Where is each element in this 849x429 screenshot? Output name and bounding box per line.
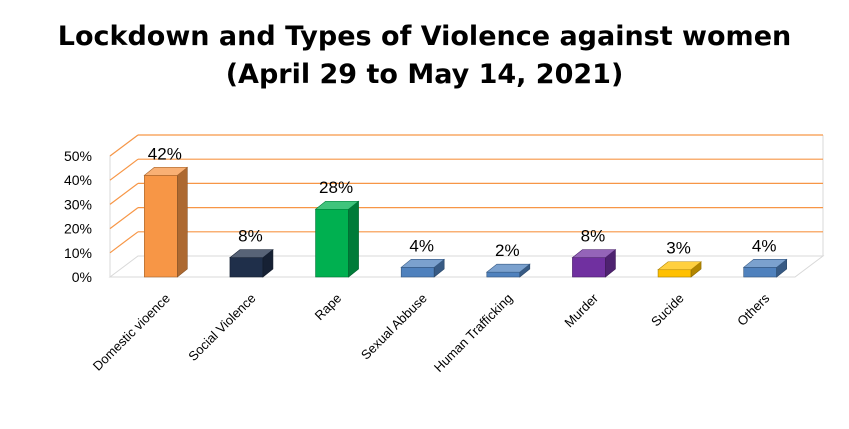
- bar-front: [743, 267, 777, 278]
- bar-top: [742, 259, 788, 268]
- bar: [571, 249, 617, 278]
- bar: [485, 263, 531, 278]
- data-label: 2%: [495, 241, 520, 260]
- gridline-side: [109, 231, 139, 254]
- x-tick-label: Sucide: [648, 291, 687, 330]
- gridline-side: [109, 182, 139, 205]
- bar-front: [229, 257, 264, 278]
- chart-title: Lockdown and Types of Violence against w…: [0, 18, 849, 94]
- bar: [742, 258, 788, 278]
- data-label: 4%: [752, 236, 777, 255]
- bar-front: [486, 271, 521, 278]
- chart-title-line-2: (April 29 to May 14, 2021): [225, 59, 624, 90]
- bar-top: [314, 200, 360, 210]
- bar-top: [485, 263, 531, 273]
- gridline-side: [109, 207, 139, 230]
- bar: [657, 261, 702, 278]
- bars: [143, 166, 788, 278]
- bar-top: [571, 249, 617, 258]
- gridlines: [109, 134, 823, 254]
- gridline-side: [109, 158, 139, 181]
- y-tick-label: 40%: [64, 172, 92, 188]
- x-tick-label: Rape: [312, 291, 345, 324]
- y-axis: 0% 10% 20% 30% 40% 50%: [64, 148, 92, 285]
- bar-top: [229, 249, 274, 258]
- bar-front: [315, 208, 349, 278]
- x-tick-label: Domestic vioence: [90, 291, 173, 374]
- bar-top: [400, 259, 446, 268]
- chart-title-line-1: Lockdown and Types of Violence against w…: [57, 21, 792, 52]
- bar-top: [143, 167, 189, 176]
- bar-front: [572, 257, 606, 278]
- y-tick-label: 0%: [72, 269, 92, 285]
- data-label: 3%: [666, 239, 691, 258]
- data-labels: 42% 8% 28% 4% 2% 8% 3% 4%: [148, 144, 777, 260]
- bar: [400, 258, 446, 278]
- x-tick-label: Others: [734, 290, 773, 329]
- chart-floor: [108, 255, 825, 278]
- chart-left-wall: [109, 134, 139, 277]
- bar: [314, 200, 360, 278]
- bar: [229, 249, 274, 278]
- data-label: 8%: [238, 227, 263, 246]
- y-tick-label: 50%: [64, 148, 92, 164]
- bar-front: [144, 175, 178, 278]
- data-label: 4%: [409, 236, 434, 255]
- y-tick-label: 10%: [64, 245, 92, 261]
- x-axis: Domestic vioence Social Violence Rape Sexua…: [90, 290, 773, 375]
- bar-side: [177, 166, 188, 278]
- y-tick-label: 30%: [64, 196, 92, 212]
- bar-front: [657, 269, 692, 278]
- x-tick-label: Murder: [561, 290, 601, 330]
- y-tick-label: 20%: [64, 221, 92, 237]
- x-tick-label: Sexual Abbuse: [358, 291, 430, 363]
- x-tick-label: Social Violence: [185, 291, 258, 364]
- bar-top: [657, 261, 702, 271]
- data-label: 42%: [148, 144, 182, 163]
- bar: [143, 166, 189, 278]
- data-label: 28%: [319, 178, 353, 197]
- gridline-side: [109, 134, 139, 157]
- chart-walls: [108, 134, 825, 278]
- data-label: 8%: [581, 227, 606, 246]
- bar-side: [348, 200, 359, 278]
- bar-front: [400, 267, 435, 278]
- x-tick-label: Human Trafficking: [431, 291, 516, 376]
